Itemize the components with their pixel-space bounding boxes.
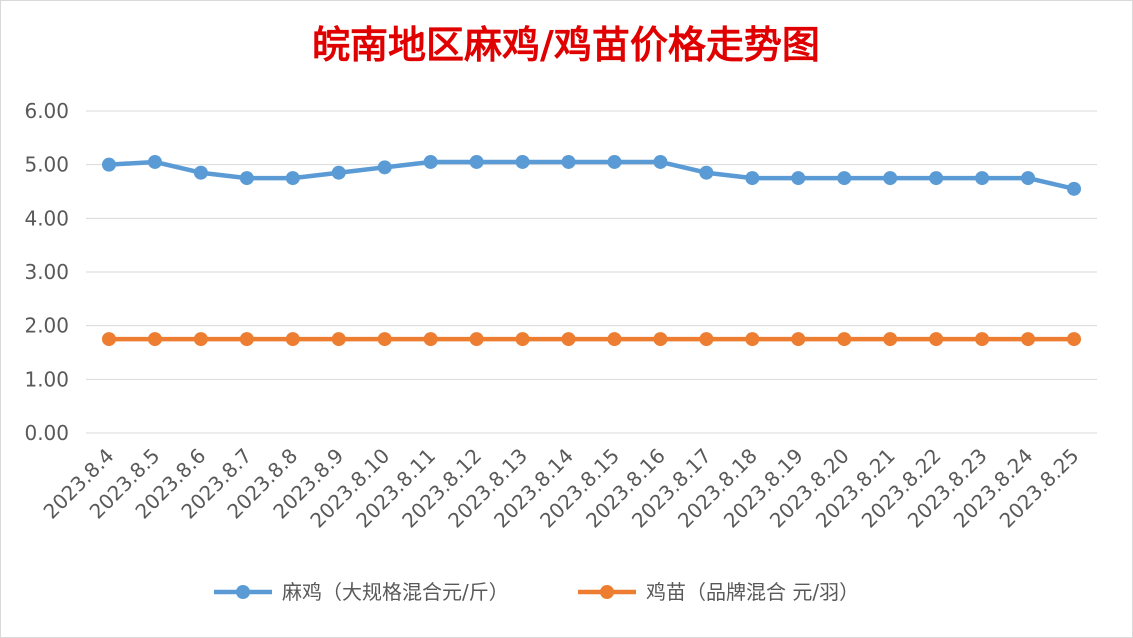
data-point: [469, 332, 484, 347]
y-tick-label: 4.00: [24, 206, 69, 230]
data-point: [975, 171, 990, 186]
data-point: [791, 171, 806, 186]
y-tick-label: 0.00: [24, 421, 69, 445]
data-point: [883, 332, 898, 347]
data-point: [147, 154, 162, 169]
data-point: [837, 332, 852, 347]
legend-marker: [236, 585, 250, 599]
data-point: [101, 332, 116, 347]
x-axis-ticks: 2023.8.42023.8.52023.8.62023.8.72023.8.8…: [39, 444, 1084, 533]
data-point: [883, 171, 898, 186]
y-axis-ticks: 0.00 1.00 2.00 3.00 4.00 5.00 6.00: [24, 99, 69, 445]
gridlines: [86, 110, 1097, 434]
y-tick-label: 2.00: [24, 314, 69, 338]
data-point: [745, 332, 760, 347]
data-point: [1021, 332, 1036, 347]
y-tick-label: 1.00: [24, 367, 69, 391]
data-point: [1021, 171, 1036, 186]
data-point: [331, 332, 346, 347]
data-point: [331, 165, 346, 180]
legend: 麻鸡（大规格混合元/斤） 鸡苗（品牌混合 元/羽）: [214, 580, 859, 604]
data-point: [745, 171, 760, 186]
series-line-1: [106, 159, 1077, 192]
data-point: [239, 171, 254, 186]
legend-marker: [600, 585, 614, 599]
y-tick-label: 3.00: [24, 260, 69, 284]
data-point: [469, 154, 484, 169]
data-point: [193, 165, 208, 180]
data-point: [791, 332, 806, 347]
data-point: [837, 171, 852, 186]
data-point: [285, 171, 300, 186]
legend-item[interactable]: 鸡苗（品牌混合 元/羽）: [578, 580, 859, 604]
legend-item[interactable]: 麻鸡（大规格混合元/斤）: [214, 580, 509, 604]
data-point: [1067, 181, 1082, 196]
data-point: [607, 154, 622, 169]
data-point: [561, 332, 576, 347]
data-point: [515, 154, 530, 169]
y-tick-label: 5.00: [24, 153, 69, 177]
data-point: [561, 154, 576, 169]
data-point: [377, 332, 392, 347]
y-tick-label: 6.00: [24, 99, 69, 123]
data-point: [929, 332, 944, 347]
data-point: [147, 332, 162, 347]
series-lines: [101, 154, 1082, 347]
legend-label: 鸡苗（品牌混合 元/羽）: [646, 580, 859, 604]
data-point: [101, 157, 116, 172]
data-point: [607, 332, 622, 347]
data-point: [699, 165, 714, 180]
data-point: [193, 332, 208, 347]
data-point: [929, 171, 944, 186]
data-point: [515, 332, 530, 347]
data-point: [239, 332, 254, 347]
legend-label: 麻鸡（大规格混合元/斤）: [282, 580, 509, 604]
chart-title: 皖南地区麻鸡/鸡苗价格走势图: [312, 22, 820, 67]
data-point: [653, 332, 668, 347]
data-point: [653, 154, 668, 169]
data-point: [423, 154, 438, 169]
data-point: [699, 332, 714, 347]
data-point: [975, 332, 990, 347]
data-point: [423, 332, 438, 347]
data-point: [285, 332, 300, 347]
data-point: [377, 160, 392, 175]
data-point: [1067, 332, 1082, 347]
